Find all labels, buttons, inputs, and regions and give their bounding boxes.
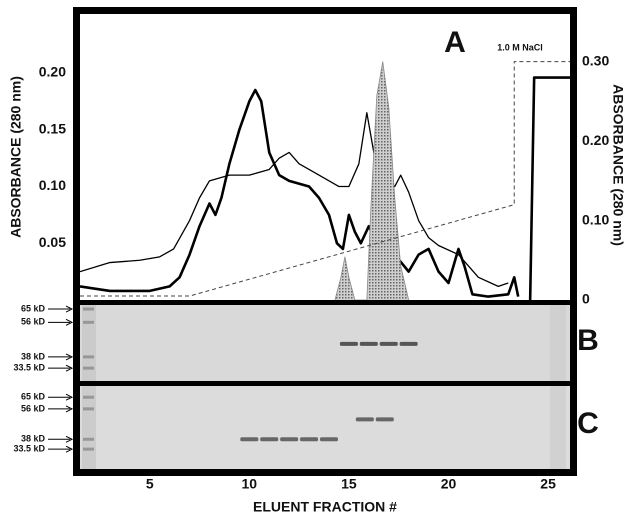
y-tick-label: 56 kD — [21, 317, 46, 327]
marker-band — [83, 396, 94, 399]
y-tick-label: 65 kD — [21, 303, 46, 313]
gel-band — [280, 437, 298, 441]
y2-tick-label: 0.20 — [582, 132, 609, 148]
x-tick-label: 5 — [146, 476, 154, 492]
gel-band — [400, 342, 418, 346]
y-axis-label: ABSORBANCE (280 nm) — [8, 76, 24, 238]
y-tick-label: 0.10 — [39, 177, 66, 193]
annotation: 1.0 M NaCl — [497, 42, 543, 52]
y-tick-label: 33.5 kD — [13, 444, 45, 454]
gel-band — [320, 437, 338, 441]
gel-background — [80, 305, 570, 381]
y-tick-label: 56 kD — [21, 403, 46, 413]
gel-band — [300, 437, 318, 441]
y-tick-label: 0.20 — [39, 64, 66, 80]
x-tick-label: 25 — [540, 476, 556, 492]
line — [80, 90, 518, 297]
x-tick-label: 10 — [242, 476, 258, 492]
marker-band — [83, 448, 94, 451]
x-tick-label: 20 — [441, 476, 457, 492]
panel-label: B — [577, 324, 599, 357]
gel-band — [360, 342, 378, 346]
y-tick-label: 38 kD — [21, 434, 46, 444]
y2-axis-label: ABSORBANCE (280 nm) — [610, 84, 626, 246]
marker-band — [83, 308, 94, 311]
gel-background — [80, 386, 570, 469]
gel-band — [240, 437, 258, 441]
y2-tick-label: 0.30 — [582, 52, 609, 68]
gel-edge — [550, 305, 566, 381]
marker-band — [83, 407, 94, 410]
x-tick-label: 15 — [341, 476, 357, 492]
marker-band — [83, 438, 94, 441]
gel-band — [356, 417, 374, 421]
y2-tick-label: 0.10 — [582, 211, 609, 227]
gel-edge — [550, 386, 566, 469]
y2-tick-label: 0 — [582, 291, 590, 307]
y-tick-label: 33.5 kD — [13, 363, 45, 373]
y-tick-label: 38 kD — [21, 351, 46, 361]
y-tick-label: 65 kD — [21, 392, 46, 402]
marker-band — [83, 355, 94, 358]
gel-band — [380, 342, 398, 346]
gel-band — [260, 437, 278, 441]
x-axis-label: ELUENT FRACTION # — [253, 499, 397, 515]
line — [530, 78, 570, 300]
marker-band — [83, 367, 94, 370]
gel-band — [376, 417, 394, 421]
y-tick-label: 0.15 — [39, 120, 66, 136]
panel-label: A — [444, 26, 466, 59]
gel-band — [340, 342, 358, 346]
panel-label: C — [577, 407, 599, 440]
marker-band — [83, 321, 94, 324]
y-tick-label: 0.05 — [39, 234, 66, 250]
figure: A 1.0 M NaCl ABSORBANCE (280 nm) ABSORBA… — [0, 0, 629, 520]
line — [80, 113, 508, 287]
